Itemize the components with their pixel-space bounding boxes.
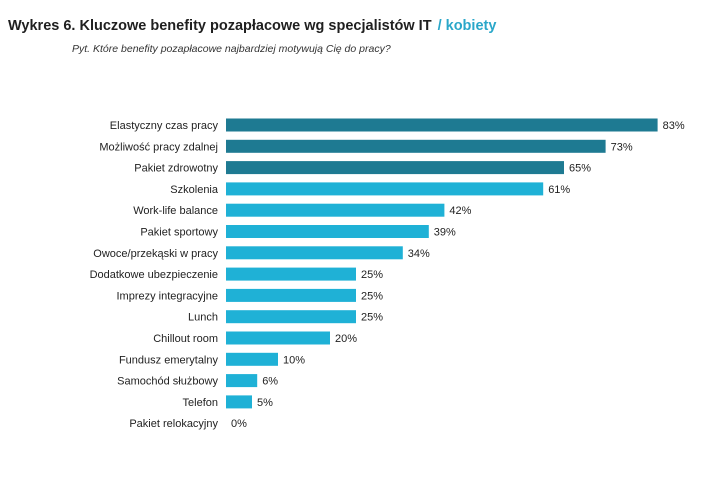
category-label: Pakiet sportowy	[140, 227, 218, 239]
value-label: 0%	[231, 418, 247, 430]
value-label: 20%	[335, 333, 357, 345]
category-label: Telefon	[183, 397, 218, 409]
value-label: 39%	[434, 227, 456, 239]
category-label: Możliwość pracy zdalnej	[99, 141, 218, 153]
category-label: Chillout room	[153, 333, 218, 345]
value-label: 10%	[283, 354, 305, 366]
category-label: Imprezy integracyjne	[117, 290, 219, 302]
chart-title-accent: / kobiety	[437, 18, 497, 34]
value-label: 65%	[569, 163, 591, 175]
value-label: 25%	[361, 312, 383, 324]
chart-title: Wykres 6. Kluczowe benefity pozapłacowe …	[8, 18, 496, 34]
bar	[226, 331, 330, 345]
category-label: Lunch	[188, 312, 218, 324]
category-label: Dodatkowe ubezpieczenie	[90, 269, 218, 281]
bar	[226, 267, 356, 281]
category-label: Work-life balance	[133, 205, 218, 217]
bar	[226, 118, 658, 132]
category-label: Pakiet zdrowotny	[134, 163, 218, 175]
bar	[226, 310, 356, 324]
value-label: 73%	[611, 141, 633, 153]
bar	[226, 225, 429, 238]
value-label: 34%	[408, 248, 430, 260]
category-label: Elastyczny czas pracy	[110, 120, 219, 132]
bar	[226, 288, 356, 302]
bar	[226, 203, 445, 217]
category-label: Szkolenia	[170, 184, 219, 196]
value-label: 83%	[663, 120, 685, 132]
value-label: 42%	[449, 205, 471, 217]
category-label: Samochód służbowy	[117, 376, 218, 388]
value-label: 5%	[257, 397, 273, 409]
bar	[226, 352, 278, 366]
category-label: Pakiet relokacyjny	[129, 418, 218, 430]
value-label: 25%	[361, 269, 383, 281]
bar	[226, 182, 544, 196]
chart-subtitle: Pyt. Które benefity pozapłacowe najbardz…	[72, 43, 391, 55]
bar	[226, 374, 258, 388]
category-label: Fundusz emerytalny	[119, 354, 219, 366]
bar	[226, 161, 564, 175]
bar	[226, 395, 252, 409]
bar	[226, 139, 606, 153]
category-label: Owoce/przekąski w pracy	[93, 248, 218, 260]
bar	[226, 246, 403, 260]
value-label: 6%	[262, 376, 278, 388]
value-label: 25%	[361, 290, 383, 302]
value-label: 61%	[548, 184, 570, 196]
chart-title-main: Wykres 6. Kluczowe benefity pozapłacowe …	[8, 18, 432, 34]
